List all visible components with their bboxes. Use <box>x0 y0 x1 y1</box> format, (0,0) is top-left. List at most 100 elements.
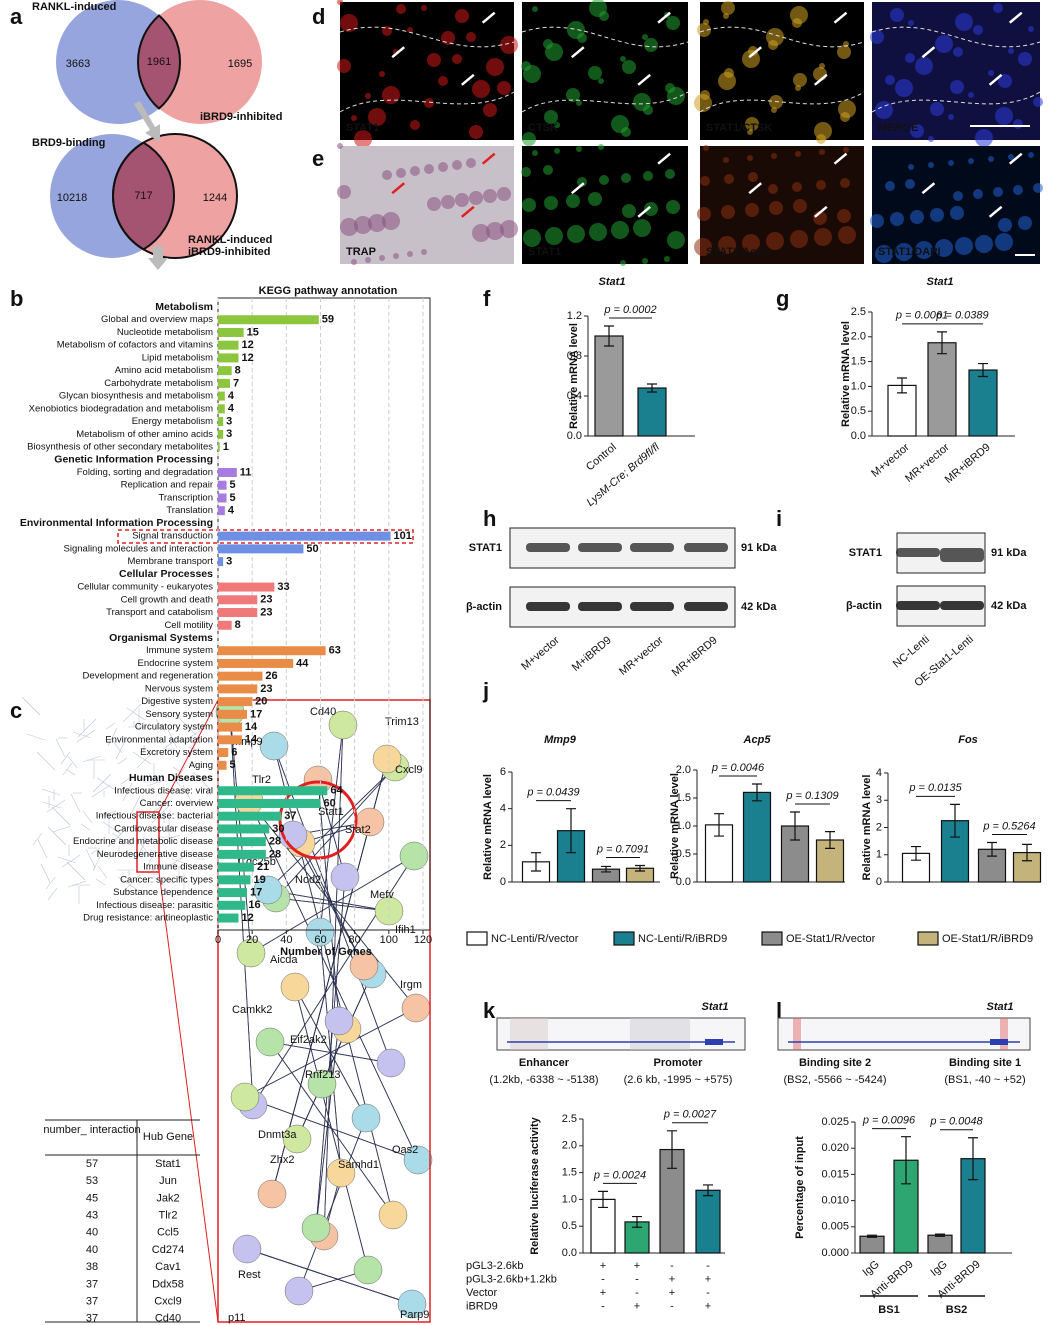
region-highlight <box>510 1018 548 1050</box>
gene-label: Trim13 <box>385 716 419 728</box>
cell-signal <box>988 70 994 76</box>
cell-signal <box>441 195 455 209</box>
cell-signal <box>340 218 358 236</box>
bar <box>218 404 225 414</box>
cell-signal <box>703 19 709 25</box>
cell-signal <box>748 172 758 182</box>
blot-band <box>896 548 940 557</box>
table-cell: 53 <box>86 1175 98 1187</box>
error-bar <box>901 1136 911 1185</box>
cell-signal <box>1018 216 1032 230</box>
category-label: Circulatory system <box>135 722 213 733</box>
category-label: Carbohydrate metabolism <box>104 378 213 389</box>
cell-signal <box>975 235 993 253</box>
y-tick-label: 2.5 <box>562 1113 577 1125</box>
p-value: p = 0.1309 <box>785 790 838 802</box>
cell-signal <box>769 95 783 109</box>
panel-label: a <box>10 4 23 29</box>
network-node <box>236 938 266 968</box>
cell-signal <box>814 228 832 246</box>
bar <box>218 340 239 350</box>
bar <box>218 582 275 592</box>
group-header: Organismal Systems <box>109 632 213 644</box>
cell-signal <box>955 13 973 31</box>
value-label: 14 <box>245 734 258 746</box>
cell-signal <box>633 93 651 111</box>
gene-label: Tlr2 <box>252 774 271 786</box>
cell-signal <box>1028 26 1034 32</box>
track-label: Binding site 1 <box>949 1057 1021 1069</box>
network-edge <box>132 751 152 765</box>
error-bar <box>937 331 947 355</box>
blot-band <box>684 602 728 611</box>
gene-label: p11 <box>228 1312 246 1324</box>
cell-signal <box>598 78 604 84</box>
value-label: 44 <box>296 657 309 669</box>
error-bar <box>950 803 960 838</box>
network-edge <box>161 834 181 842</box>
cell-signal <box>469 125 483 139</box>
cell-signal <box>837 209 851 223</box>
network-node <box>330 862 360 892</box>
network-node <box>376 1048 406 1078</box>
y-tick-label: 0.005 <box>821 1221 849 1233</box>
cell-signal <box>665 83 675 93</box>
design-label: iBRD9 <box>466 1300 498 1312</box>
network-node <box>378 1200 408 1230</box>
group-header: Metabolism <box>155 301 213 313</box>
cell-signal <box>620 56 626 62</box>
y-axis-label: Relative mRNA level <box>669 773 681 879</box>
design-sign: + <box>669 1273 675 1285</box>
arrow <box>391 182 406 195</box>
network-edge <box>157 711 168 719</box>
value-label: 50 <box>306 543 318 555</box>
chart-title: Fos <box>958 734 978 746</box>
network-edge <box>323 724 344 1237</box>
bar <box>218 900 246 910</box>
cell-signal <box>915 57 933 75</box>
cell-signal <box>486 58 504 76</box>
network-node <box>259 731 289 761</box>
table-cell: Ccl5 <box>157 1227 179 1239</box>
cell-signal <box>642 34 648 40</box>
error-bar <box>897 377 907 394</box>
table-cell: Cd40 <box>155 1313 181 1325</box>
network-edge <box>80 823 91 831</box>
panel-label: h <box>483 506 496 531</box>
arrow <box>148 246 168 270</box>
bar <box>887 384 917 437</box>
cell-signal <box>840 178 850 188</box>
network-edge <box>182 729 202 743</box>
chart-title: Acp5 <box>743 734 772 746</box>
network-edge <box>91 784 111 798</box>
cell-signal <box>532 150 538 156</box>
lane-label: MR+iBRD9 <box>670 634 720 679</box>
bar <box>968 369 998 437</box>
bar <box>218 913 239 923</box>
cell-signal <box>908 164 914 170</box>
arrow <box>988 205 1003 218</box>
y-tick-label: 0.8 <box>567 350 582 362</box>
panel-label: i <box>776 506 782 531</box>
value-label: 8 <box>235 365 241 377</box>
table-header: Hub Gene <box>143 1131 193 1143</box>
error-bar <box>825 831 835 849</box>
network-edge <box>77 718 97 738</box>
cell-signal <box>745 203 759 217</box>
x-tick-label: 20 <box>246 934 258 946</box>
category-label: Aging <box>189 760 213 771</box>
design-sign: - <box>670 1300 674 1312</box>
bar <box>218 722 242 732</box>
value-label: 5 <box>230 479 236 491</box>
cell-signal <box>365 93 371 99</box>
value-label: 60 <box>324 797 336 809</box>
bar <box>218 506 225 516</box>
cell-signal <box>621 173 631 183</box>
network-edge <box>115 740 126 760</box>
network-edge <box>146 779 166 787</box>
cell-signal <box>427 197 441 211</box>
blot-label: STAT1 <box>849 547 882 559</box>
y-tick-label: 0.0 <box>562 1247 577 1259</box>
cell-signal <box>642 258 648 264</box>
network-edge <box>36 751 56 771</box>
